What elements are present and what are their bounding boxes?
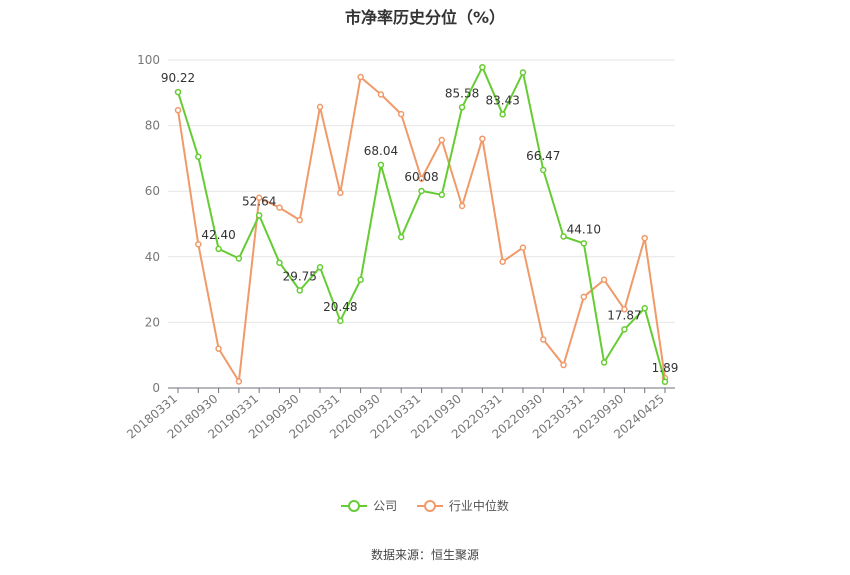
legend-label-company: 公司 xyxy=(373,499,398,513)
data-point[interactable] xyxy=(235,255,243,262)
source-note: 数据来源：恒生聚源 xyxy=(370,548,479,562)
data-point[interactable] xyxy=(519,244,527,251)
data-point[interactable] xyxy=(560,361,567,369)
data-point[interactable] xyxy=(600,276,608,284)
data-point[interactable] xyxy=(397,233,405,241)
legend-item-company[interactable]: 公司 xyxy=(341,497,397,514)
data-point[interactable] xyxy=(580,293,588,301)
data-point[interactable] xyxy=(397,110,405,118)
data-point[interactable] xyxy=(276,204,283,211)
data-point[interactable] xyxy=(296,287,303,294)
data-point[interactable] xyxy=(438,136,446,144)
data-point[interactable] xyxy=(418,187,425,195)
data-point[interactable] xyxy=(479,63,486,71)
data-point[interactable] xyxy=(337,189,344,197)
y-tick-label: 80 xyxy=(145,119,160,133)
data-label: 83.43 xyxy=(485,93,519,107)
data-label: 68.04 xyxy=(364,144,398,158)
legend-marker-industry-median xyxy=(416,499,443,512)
data-label: 60.08 xyxy=(404,170,438,184)
y-tick-label: 60 xyxy=(145,184,160,198)
data-label: 44.10 xyxy=(567,222,601,236)
data-label: 20.48 xyxy=(323,300,357,314)
data-point[interactable] xyxy=(661,378,669,386)
data-point[interactable] xyxy=(519,69,527,76)
data-point[interactable] xyxy=(641,305,648,312)
data-point[interactable] xyxy=(479,135,486,142)
data-point[interactable] xyxy=(195,153,202,161)
data-label: 90.22 xyxy=(161,71,195,85)
y-tick-label: 100 xyxy=(137,53,160,67)
data-point[interactable] xyxy=(418,175,425,182)
data-point[interactable] xyxy=(255,212,263,219)
data-point[interactable] xyxy=(235,378,243,385)
data-point[interactable] xyxy=(540,336,547,343)
data-point[interactable] xyxy=(438,191,446,199)
data-point[interactable] xyxy=(377,91,385,98)
y-tick-label: 20 xyxy=(145,315,160,329)
data-label: 85.58 xyxy=(445,86,479,100)
data-point[interactable] xyxy=(560,233,567,240)
legend: 公司 行业中位数 xyxy=(0,497,850,516)
data-point[interactable] xyxy=(174,88,182,96)
data-point[interactable] xyxy=(316,103,324,111)
data-point[interactable] xyxy=(600,359,608,366)
data-label: 1.89 xyxy=(652,361,679,375)
data-point[interactable] xyxy=(276,259,283,266)
y-tick-label: 0 xyxy=(152,381,160,395)
y-axis: 0 20 40 60 80 100 xyxy=(137,53,160,395)
series-0 xyxy=(174,63,669,386)
line-chart: 0 20 40 60 80 100 201803312018093020190331201… xyxy=(124,53,679,442)
data-point[interactable] xyxy=(621,306,628,313)
data-label: 42.40 xyxy=(201,228,235,242)
data-point[interactable] xyxy=(641,234,648,242)
data-point[interactable] xyxy=(174,106,182,114)
data-point[interactable] xyxy=(357,276,364,284)
series-1 xyxy=(174,73,669,385)
x-axis xyxy=(168,387,675,393)
legend-marker-company xyxy=(341,499,368,512)
data-point[interactable] xyxy=(580,240,588,247)
series-lines xyxy=(174,63,669,386)
data-point[interactable] xyxy=(458,104,466,111)
x-tick-labels: 2018033120180930201903312019093020200331… xyxy=(124,392,667,442)
data-point[interactable] xyxy=(296,216,303,224)
data-point[interactable] xyxy=(255,194,263,202)
data-point[interactable] xyxy=(621,326,628,333)
data-point[interactable] xyxy=(316,264,324,271)
data-point[interactable] xyxy=(499,111,506,118)
legend-label-industry-median: 行业中位数 xyxy=(448,499,509,513)
data-labels: 90.22 42.40 52.64 29.75 20.48 68.04 60.08 85.58… xyxy=(161,71,679,375)
data-label: 52.64 xyxy=(242,194,276,208)
data-point[interactable] xyxy=(377,161,385,169)
data-point[interactable] xyxy=(499,258,506,265)
data-label: 29.75 xyxy=(283,269,317,283)
legend-item-industry-median[interactable]: 行业中位数 xyxy=(416,497,509,514)
data-point[interactable] xyxy=(357,73,364,81)
data-label: 66.47 xyxy=(526,149,560,163)
data-point[interactable] xyxy=(215,345,222,352)
data-point[interactable] xyxy=(215,245,222,253)
data-point[interactable] xyxy=(458,202,466,210)
data-point[interactable] xyxy=(337,317,344,325)
data-point[interactable] xyxy=(540,166,547,174)
y-tick-label: 40 xyxy=(145,250,160,264)
chart-title: 市净率历史分位（%） xyxy=(344,8,506,27)
data-label: 17.87 xyxy=(607,308,641,322)
data-point[interactable] xyxy=(195,241,202,248)
